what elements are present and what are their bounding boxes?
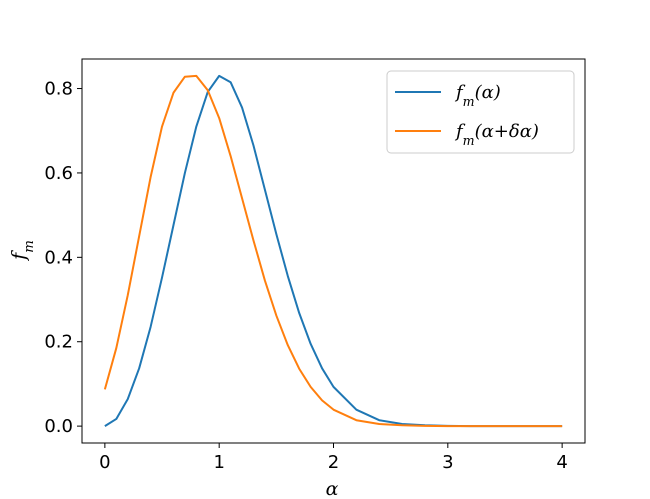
y-tick-label: 0.4 xyxy=(44,247,73,268)
series-line-2 xyxy=(103,74,563,428)
y-axis-ticks: 0.0 0.2 0.4 0.6 0.8 xyxy=(44,79,82,437)
y-axis-label: fm xyxy=(8,240,37,262)
y-tick-label: 0.8 xyxy=(44,79,73,100)
x-tick-label: 2 xyxy=(328,452,339,473)
x-axis-label: α xyxy=(326,478,339,499)
x-tick-label: 0 xyxy=(99,452,110,473)
legend: fm(α) fm(α+δα) xyxy=(386,70,575,154)
y-tick-label: 0.0 xyxy=(44,416,73,437)
x-tick-label: 3 xyxy=(442,452,453,473)
x-axis-ticks: 0 1 2 3 4 xyxy=(99,443,568,473)
y-tick-label: 0.2 xyxy=(44,332,73,353)
x-tick-label: 1 xyxy=(213,452,224,473)
y-axis-label-group: fm xyxy=(8,240,37,262)
series-line-1 xyxy=(104,74,563,428)
x-tick-label: 4 xyxy=(556,452,567,473)
y-tick-label: 0.6 xyxy=(44,163,73,184)
series-layer xyxy=(103,74,563,428)
